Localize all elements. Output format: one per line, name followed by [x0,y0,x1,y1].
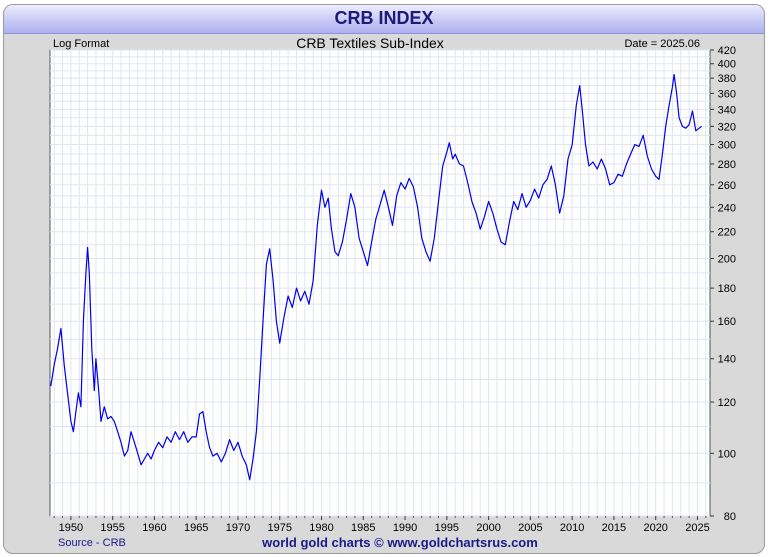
x-tick-label: 1955 [100,522,124,534]
x-tick-label: 1960 [142,522,166,534]
title-banner: CRB INDEX [4,5,764,34]
x-tick-label: 2025 [685,522,709,534]
x-tick-label: 1965 [184,522,208,534]
chart-banner-title: CRB INDEX [334,8,434,28]
y-tick-label: 220 [718,227,736,239]
y-tick-label: 100 [718,448,736,460]
y-tick-label: 140 [718,354,736,366]
y-tick-label: 360 [718,88,736,100]
x-tick-label: 2020 [643,522,667,534]
series-layer [50,73,702,481]
source-label: Source - CRB [58,537,126,549]
log-format-label: Log Format [53,38,109,50]
y-tick-label: 400 [718,59,736,71]
x-tick-label: 1950 [59,522,83,534]
y-tick-label: 160 [718,316,736,328]
grid-layer [50,49,710,517]
y-tick-label: 300 [718,140,736,152]
y-tick-label: 420 [718,45,736,57]
x-tick-label: 2015 [602,522,626,534]
y-tick-label: 280 [718,159,736,171]
x-tick-label: 1985 [351,522,375,534]
y-tick-label: 200 [718,254,736,266]
y-tick-label: 260 [718,180,736,192]
x-tick-label: 2010 [560,522,584,534]
x-tick-label: 1995 [435,522,459,534]
y-tick-label: 240 [718,202,736,214]
footer-credit: world gold charts © www.goldchartsrus.co… [261,535,538,550]
x-tick-label: 1990 [393,522,417,534]
y-tick-label: 80 [724,511,736,523]
y-tick-label: 340 [718,104,736,116]
chart-title: CRB Textiles Sub-Index [296,35,444,51]
chart-canvas: 1950 1955 1960 1965 1970 1975 1980 1985 1990 1995… [49,35,736,550]
x-tick-label: 2000 [476,522,500,534]
y-tick-label: 380 [718,73,736,85]
x-tick-label: 1975 [268,522,292,534]
y-tick-label: 120 [718,397,736,409]
date-label: Date = 2025.06 [624,38,700,50]
x-tick-label: 1970 [226,522,250,534]
chart-frame: CRB INDEX 1950 1955 1960 1965 1970 1975 1980 19… [3,4,765,554]
y-tick-label: 180 [718,283,736,295]
x-axis-ticks: 1950 1955 1960 1965 1970 1975 1980 1985 1990 1995… [53,516,710,534]
y-axis-ticks: 80 100 120 140 160 180 200 220 240 260 280 300 320 34… [710,45,736,523]
x-tick-label: 1980 [309,522,333,534]
y-tick-label: 320 [718,121,736,133]
x-tick-label: 2005 [518,522,542,534]
series-line-0 [50,73,702,481]
